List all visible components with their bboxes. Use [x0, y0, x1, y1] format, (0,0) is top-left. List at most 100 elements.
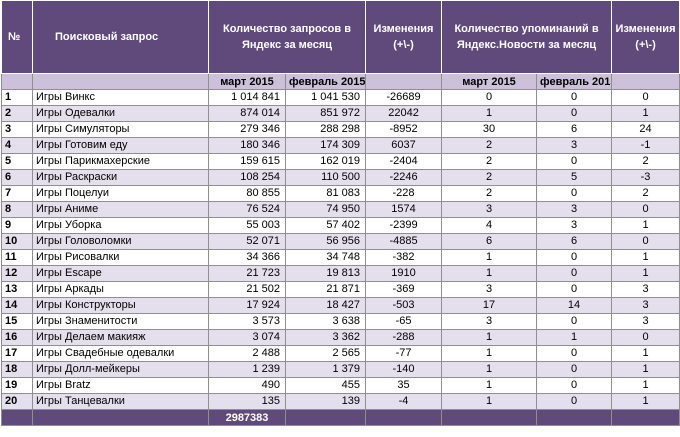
- requests-february: 1 379: [284, 361, 367, 378]
- requests-march: 34 366: [208, 249, 286, 266]
- news-february: 0: [536, 361, 613, 378]
- requests-march: 180 346: [208, 137, 286, 154]
- total-requests: 2987383: [208, 409, 286, 426]
- news-march: 1: [441, 345, 538, 362]
- news-february: 0: [536, 281, 613, 298]
- search-query: Игры Винкс: [32, 89, 209, 106]
- news-february: 3: [536, 201, 613, 218]
- requests-change: 6037: [365, 137, 443, 154]
- col-change1-header: Изменения (+\-): [365, 0, 443, 74]
- requests-february: 81 083: [284, 185, 367, 202]
- requests-february: 56 956: [284, 233, 367, 250]
- requests-change: -4: [365, 393, 443, 410]
- requests-change: 22042: [365, 105, 443, 122]
- requests-february: 455: [284, 377, 367, 394]
- news-march: 0: [441, 89, 538, 106]
- table-row: 16 Игры Делаем макияж 3 074 3 362 -288 1 1 0: [1, 329, 680, 346]
- requests-february: 19 813: [284, 265, 367, 282]
- total-empty: [611, 409, 680, 426]
- requests-february: 851 972: [284, 105, 367, 122]
- search-query: Игры Готовим еду: [32, 137, 209, 154]
- news-february: 0: [536, 377, 613, 394]
- requests-february: 1 041 530: [284, 89, 367, 106]
- total-empty: [32, 409, 209, 426]
- requests-march: 159 615: [208, 153, 286, 170]
- news-february: 0: [536, 185, 613, 202]
- requests-february: 139: [284, 393, 367, 410]
- subheader-empty: [365, 73, 443, 90]
- news-change: 1: [611, 249, 680, 266]
- row-number: 2: [1, 105, 33, 122]
- search-query: Игры Свадебные одевалки: [32, 345, 209, 362]
- row-number: 9: [1, 217, 33, 234]
- requests-change: -382: [365, 249, 443, 266]
- requests-march: 76 524: [208, 201, 286, 218]
- total-empty: [284, 409, 367, 426]
- search-query: Игры Уборка: [32, 217, 209, 234]
- table-row: 4 Игры Готовим еду 180 346 174 309 6037 2 3 -1: [1, 137, 680, 154]
- news-change: 3: [611, 313, 680, 330]
- requests-march: 108 254: [208, 169, 286, 186]
- requests-february: 162 019: [284, 153, 367, 170]
- total-row: 2987383: [1, 409, 680, 426]
- row-number: 6: [1, 169, 33, 186]
- table-row: 18 Игры Долл-мейкеры 1 239 1 379 -140 1 0 1: [1, 361, 680, 378]
- news-march: 30: [441, 121, 538, 138]
- search-query: Игры Аниме: [32, 201, 209, 218]
- row-number: 16: [1, 329, 33, 346]
- search-query: Игры Аркады: [32, 281, 209, 298]
- requests-change: 35: [365, 377, 443, 394]
- requests-march: 21 502: [208, 281, 286, 298]
- requests-march: 21 723: [208, 265, 286, 282]
- news-march: 1: [441, 393, 538, 410]
- col-query-header: Поисковый запрос: [32, 0, 209, 74]
- table-row: 7 Игры Поцелуи 80 855 81 083 -228 2 0 2: [1, 185, 680, 202]
- news-february: 6: [536, 233, 613, 250]
- subheader-empty: [32, 73, 209, 90]
- requests-change: 1910: [365, 265, 443, 282]
- requests-change: 1574: [365, 201, 443, 218]
- news-change: 3: [611, 281, 680, 298]
- news-february: 0: [536, 265, 613, 282]
- table-row: 1 Игры Винкс 1 014 841 1 041 530 -26689 0 0 0: [1, 89, 680, 106]
- news-february: 0: [536, 89, 613, 106]
- requests-february: 57 402: [284, 217, 367, 234]
- news-february: 1: [536, 329, 613, 346]
- table-row: 2 Игры Одевалки 874 014 851 972 22042 1 0 1: [1, 105, 680, 122]
- search-query: Игры Рисовалки: [32, 249, 209, 266]
- requests-change: -8952: [365, 121, 443, 138]
- search-query: Игры Головоломки: [32, 233, 209, 250]
- news-change: 1: [611, 377, 680, 394]
- search-query: Игры Парикмахерские: [32, 153, 209, 170]
- news-march: 3: [441, 201, 538, 218]
- total-empty: [441, 409, 538, 426]
- news-march: 2: [441, 185, 538, 202]
- table-row: 17 Игры Свадебные одевалки 2 488 2 565 -77 1 0…: [1, 345, 680, 362]
- row-number: 11: [1, 249, 33, 266]
- news-march: 3: [441, 281, 538, 298]
- table-row: 12 Игры Escape 21 723 19 813 1910 1 0 1: [1, 265, 680, 282]
- table-row: 20 Игры Танцевалки 135 139 -4 1 0 1: [1, 393, 680, 410]
- requests-change: -369: [365, 281, 443, 298]
- col-news-mentions-header: Количество упоминаний в Яндекс.Новости з…: [441, 0, 613, 74]
- row-number: 5: [1, 153, 33, 170]
- subheader-row: март 2015 февраль 2015 март 2015 февраль…: [1, 73, 680, 90]
- requests-february: 3 362: [284, 329, 367, 346]
- news-change: 1: [611, 361, 680, 378]
- news-february: 5: [536, 169, 613, 186]
- col-change2-header: Изменения (+\-): [611, 0, 680, 74]
- requests-february: 74 950: [284, 201, 367, 218]
- requests-change: -65: [365, 313, 443, 330]
- subheader-empty: [1, 73, 33, 90]
- subheader-march-news: март 2015: [441, 73, 538, 90]
- requests-change: -288: [365, 329, 443, 346]
- news-change: -3: [611, 169, 680, 186]
- table-row: 13 Игры Аркады 21 502 21 871 -369 3 0 3: [1, 281, 680, 298]
- header-row: № Поисковый запрос Количество запросов в…: [1, 0, 680, 74]
- search-query: Игры Делаем макияж: [32, 329, 209, 346]
- requests-february: 2 565: [284, 345, 367, 362]
- news-march: 6: [441, 233, 538, 250]
- requests-march: 2 488: [208, 345, 286, 362]
- news-february: 0: [536, 393, 613, 410]
- row-number: 20: [1, 393, 33, 410]
